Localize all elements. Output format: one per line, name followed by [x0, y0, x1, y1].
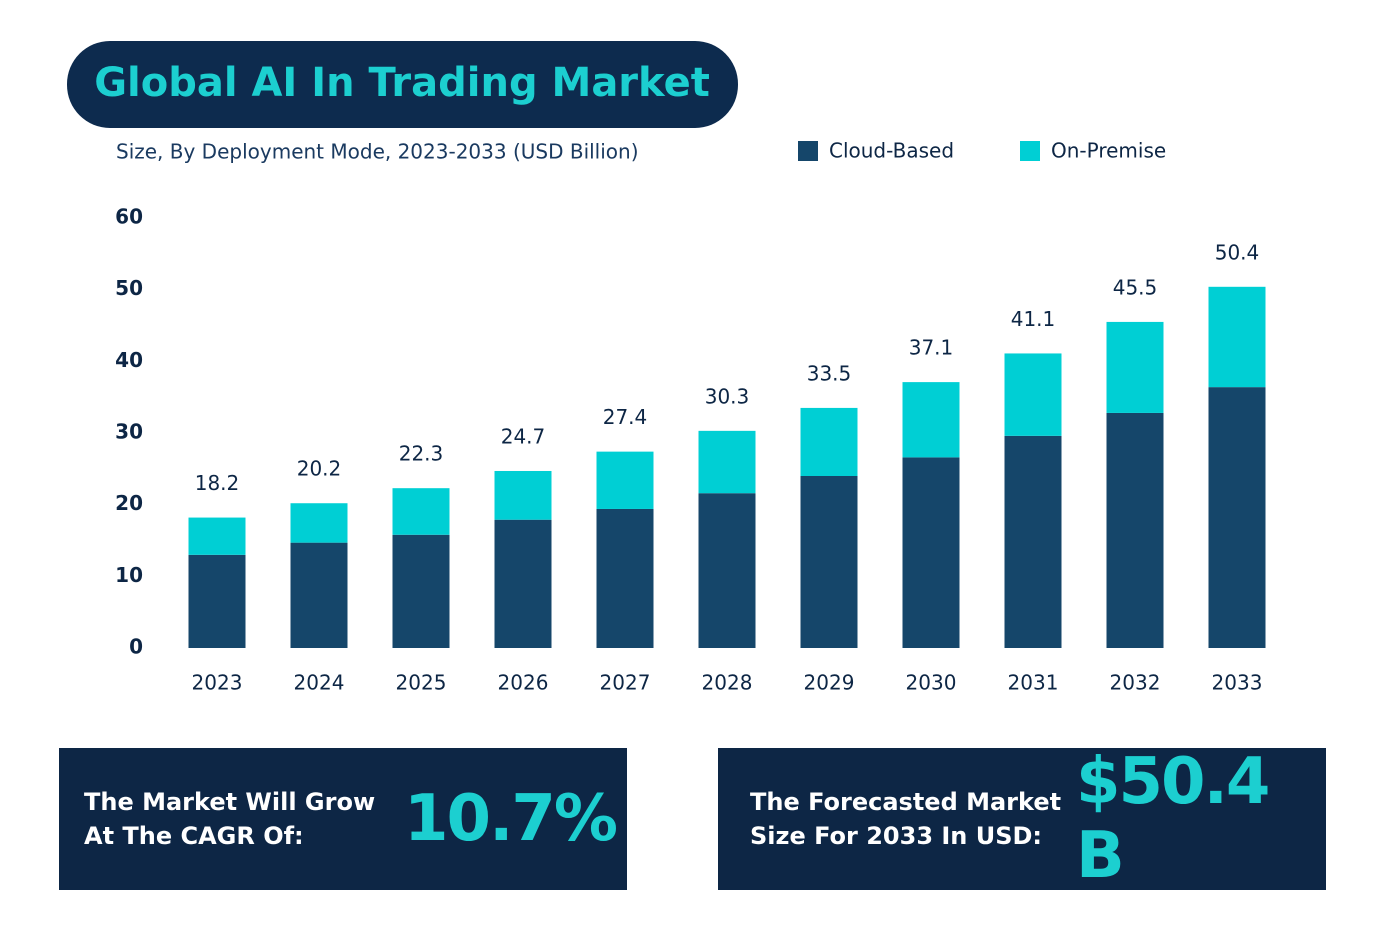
x-tick-label: 2025 — [396, 671, 447, 695]
bar-segment — [596, 451, 654, 509]
bar-segment — [1106, 412, 1164, 648]
bar-segment — [1208, 387, 1266, 648]
chart: Global AI In Trading Market Size, By Dep… — [67, 41, 1266, 695]
callout-box: The Forecasted Market Size For 2033 In U… — [718, 745, 1326, 893]
bar-segment — [188, 517, 246, 555]
x-tick-label: 2028 — [702, 671, 753, 695]
bar-segment — [188, 554, 246, 648]
y-tick-label: 0 — [129, 635, 143, 659]
y-tick-label: 50 — [115, 276, 143, 300]
bar-segment — [290, 503, 348, 543]
callout-value: $50.4 B — [1075, 745, 1270, 893]
x-tick-label: 2027 — [600, 671, 651, 695]
total-label: 27.4 — [603, 405, 648, 429]
legend-label: Cloud-Based — [829, 139, 954, 163]
y-tick-label: 60 — [115, 205, 143, 229]
bar-segment — [392, 534, 450, 648]
bar-segment — [902, 382, 960, 458]
total-label: 33.5 — [807, 361, 852, 385]
x-tick-label: 2031 — [1008, 671, 1059, 695]
x-tick-label: 2030 — [906, 671, 957, 695]
callout-box: The Market Will Grow At The CAGR Of: 10.… — [59, 748, 627, 890]
bar-segment — [290, 542, 348, 648]
total-label: 22.3 — [399, 442, 444, 466]
total-label: 24.7 — [501, 424, 546, 448]
x-tick-label: 2023 — [192, 671, 243, 695]
callout-text: The Forecasted Market Size For 2033 In U… — [750, 788, 1062, 850]
bar-segment — [902, 457, 960, 648]
bar-segment — [1208, 286, 1266, 388]
x-tick-label: 2026 — [498, 671, 549, 695]
x-tick-label: 2032 — [1110, 671, 1161, 695]
legend-swatch — [1020, 141, 1040, 161]
x-tick-label: 2029 — [804, 671, 855, 695]
bar-segment — [1004, 435, 1062, 648]
x-tick-label: 2033 — [1212, 671, 1263, 695]
bar-segment — [596, 508, 654, 648]
total-label: 30.3 — [705, 384, 750, 408]
title-pill — [67, 41, 738, 128]
y-tick-label: 10 — [115, 563, 143, 587]
total-label: 45.5 — [1113, 275, 1158, 299]
bar-segment — [1106, 321, 1164, 413]
bar-segment — [698, 493, 756, 648]
total-label: 18.2 — [195, 471, 240, 495]
total-label: 41.1 — [1011, 307, 1056, 331]
total-label: 37.1 — [909, 336, 954, 360]
bar-segment — [800, 407, 858, 476]
bar-segment — [392, 488, 450, 535]
y-tick-label: 40 — [115, 348, 143, 372]
y-tick-label: 30 — [115, 420, 143, 444]
bar-segment — [800, 476, 858, 648]
bar-segment — [698, 430, 756, 494]
callout-text: The Market Will Grow At The CAGR Of: — [84, 788, 376, 850]
bar-segment — [494, 470, 552, 520]
total-label: 20.2 — [297, 457, 342, 481]
total-label: 50.4 — [1215, 240, 1260, 264]
bar-segment — [1004, 353, 1062, 436]
callout-value: 10.7% — [404, 782, 618, 856]
legend-swatch — [798, 141, 818, 161]
x-tick-label: 2024 — [294, 671, 345, 695]
bar-segment — [494, 519, 552, 648]
chart-subtitle: Size, By Deployment Mode, 2023-2033 (USD… — [116, 140, 639, 164]
legend-label: On-Premise — [1051, 139, 1166, 163]
y-tick-label: 20 — [115, 491, 143, 515]
chart-title: Global AI In Trading Market — [94, 60, 710, 106]
